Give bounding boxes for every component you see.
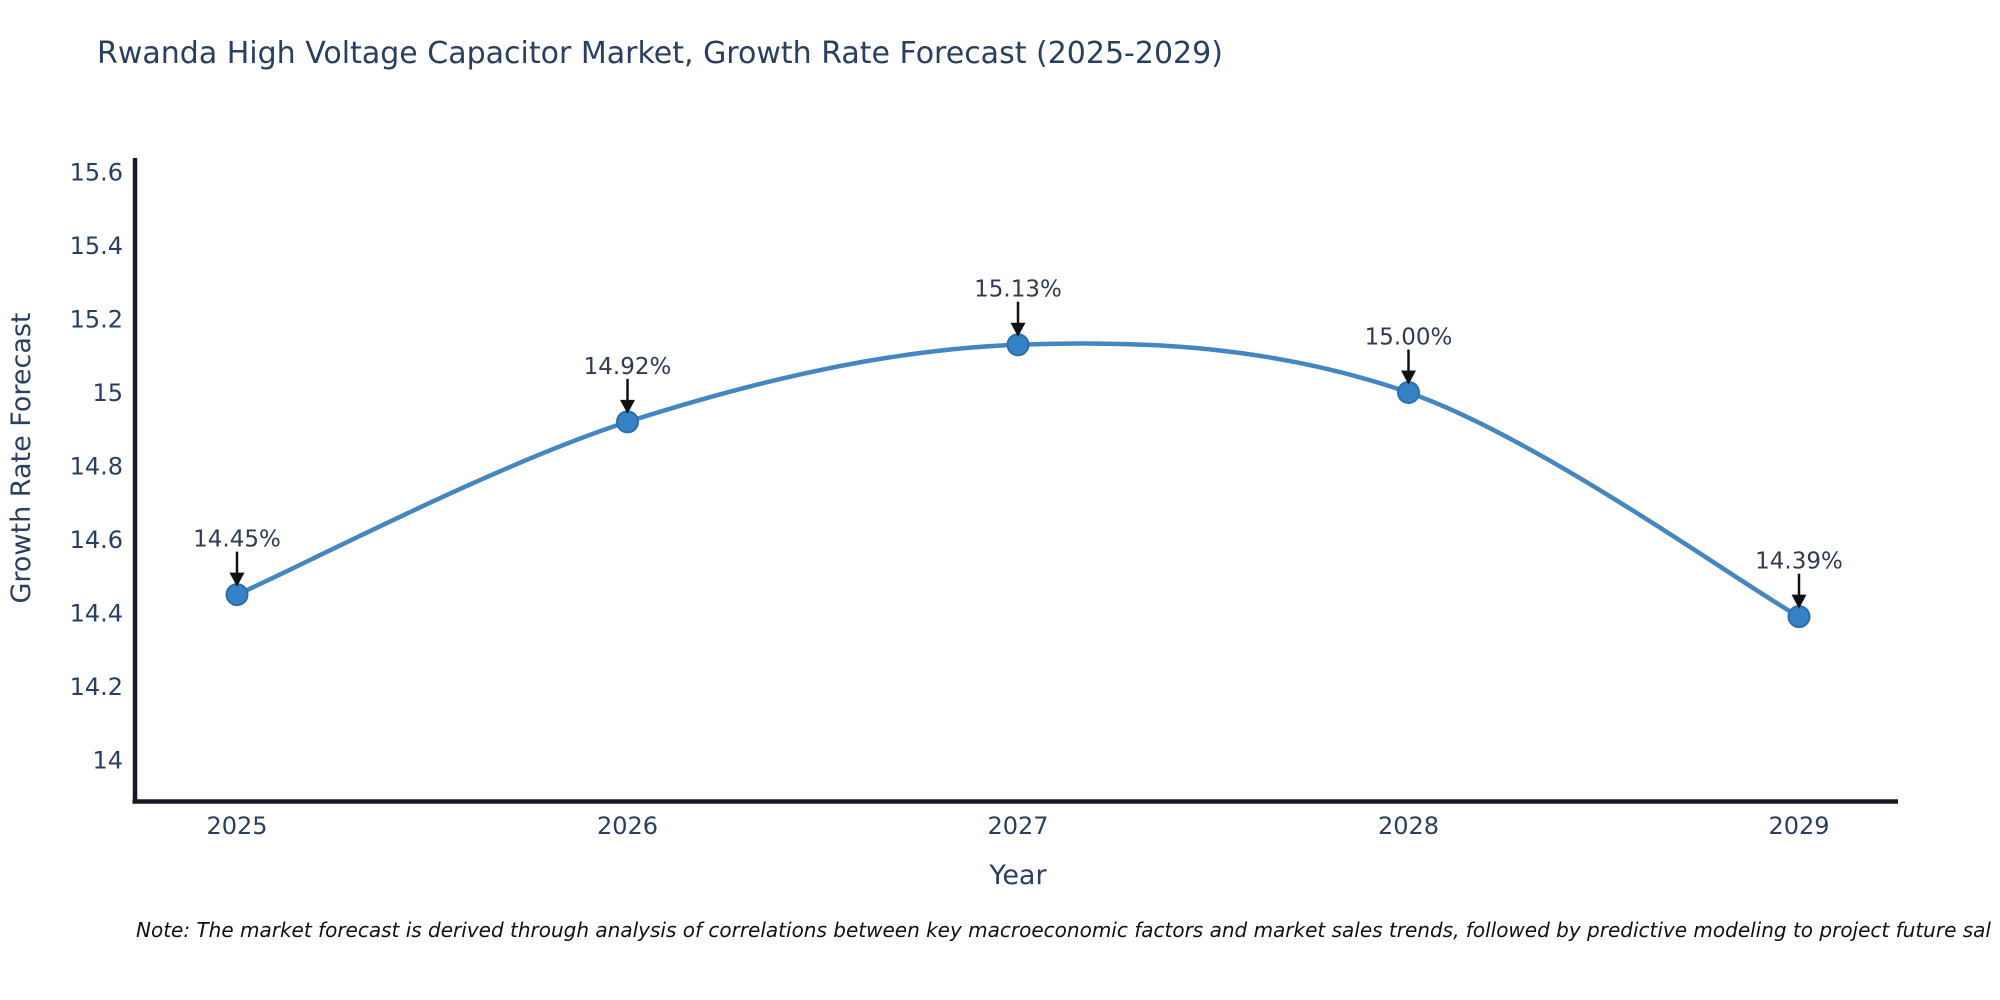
data-point: [616, 410, 639, 434]
annotation-label: 14.45%: [193, 527, 281, 553]
annotation-label: 15.00%: [1365, 325, 1453, 351]
x-tick-label: 2029: [1768, 812, 1829, 840]
y-tick-label: 14: [92, 747, 123, 775]
x-tick-label: 2026: [597, 812, 658, 840]
y-tick-label: 14.8: [70, 453, 123, 481]
y-tick-label: 14.2: [70, 673, 123, 701]
y-tick-label: 15: [92, 379, 123, 407]
footnote: Note: The market forecast is derived thr…: [136, 918, 1991, 942]
annotation-arrowhead: [229, 572, 245, 587]
x-tick-label: 2027: [987, 812, 1048, 840]
data-point: [1006, 333, 1030, 357]
x-tick-label: 2028: [1378, 812, 1439, 840]
annotation-label: 14.92%: [584, 354, 672, 380]
chart-title: Rwanda High Voltage Capacitor Market, Gr…: [97, 36, 1223, 71]
y-tick-label: 14.4: [70, 600, 123, 628]
annotation-arrowhead: [1791, 594, 1807, 609]
annotation-arrowhead: [1010, 322, 1026, 337]
y-axis-title: Growth Rate Forecast: [6, 312, 37, 603]
annotation-arrowhead: [1401, 370, 1416, 385]
annotation-arrowhead: [620, 399, 635, 414]
data-point: [1397, 381, 1420, 404]
annotation-label: 15.13%: [974, 277, 1062, 303]
data-point: [225, 583, 249, 607]
annotation-label: 14.39%: [1755, 549, 1843, 575]
y-tick-label: 15.2: [70, 306, 123, 334]
y-tick-label: 15.4: [70, 232, 123, 260]
y-tick-label: 15.6: [70, 159, 123, 187]
footnote-container: Note: The market forecast is derived thr…: [0, 918, 2000, 942]
series-line: [236, 341, 1801, 619]
x-tick-label: 2025: [206, 812, 267, 840]
data-point: [1787, 605, 1811, 629]
y-tick-label: 14.6: [70, 526, 123, 554]
x-axis-title: Year: [988, 860, 1047, 891]
